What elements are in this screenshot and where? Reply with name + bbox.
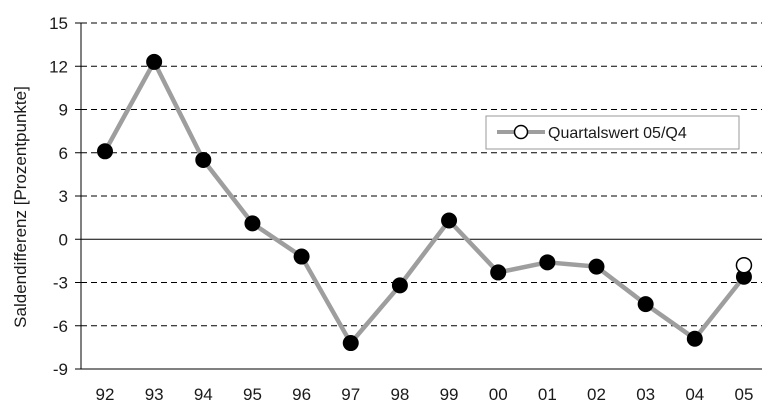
x-tick-label: 98	[390, 385, 409, 404]
y-tick-label: 6	[59, 144, 68, 163]
x-tick-label: 93	[145, 385, 164, 404]
series	[97, 53, 753, 352]
data-point	[490, 264, 507, 281]
gridlines	[81, 22, 762, 327]
y-tick-label: -6	[53, 317, 68, 336]
legend-marker-swatch	[513, 124, 529, 140]
x-tick-label: 92	[96, 385, 115, 404]
data-point	[195, 151, 212, 168]
y-axis-title: Saldendifferenz [Prozentpunkte]	[11, 86, 30, 328]
y-tick-label: -3	[53, 274, 68, 293]
x-tick-label: 03	[636, 385, 655, 404]
data-point	[391, 277, 408, 294]
data-point	[342, 335, 359, 352]
data-point	[146, 53, 163, 70]
x-tick-labels: 92 93 94 95 96 97 98 99 00 01 02 03 04 05	[96, 385, 754, 404]
y-tick-label: 15	[49, 14, 68, 33]
quarterly-value-point	[735, 256, 753, 274]
data-point	[293, 248, 310, 265]
axes	[75, 22, 762, 370]
x-tick-label: 95	[243, 385, 262, 404]
data-point	[539, 254, 556, 271]
x-tick-label: 02	[587, 385, 606, 404]
x-tick-label: 94	[194, 385, 213, 404]
y-tick-label: 9	[59, 101, 68, 120]
x-tick-label: 99	[440, 385, 459, 404]
x-tick-label: 00	[489, 385, 508, 404]
legend-label: Quartalswert 05/Q4	[548, 125, 687, 142]
y-tick-label: 0	[59, 230, 68, 249]
data-point	[588, 258, 605, 275]
data-point	[97, 143, 113, 160]
y-tick-label: 3	[59, 187, 68, 206]
x-tick-label: 01	[538, 385, 557, 404]
legend: Quartalswert 05/Q4	[485, 115, 740, 150]
x-tick-label: 05	[734, 385, 753, 404]
y-tick-labels: 15 12 9 6 3 0 -3 -6 -9	[49, 14, 68, 379]
y-tick-label: 12	[49, 57, 68, 76]
x-tick-label: 04	[685, 385, 704, 404]
data-point	[637, 296, 654, 313]
x-tick-label: 96	[292, 385, 311, 404]
data-point	[244, 215, 261, 232]
data-point	[686, 330, 703, 347]
series-line	[103, 59, 746, 346]
x-tick-label: 97	[341, 385, 360, 404]
data-point	[441, 212, 458, 229]
y-tick-label: -9	[53, 360, 68, 379]
